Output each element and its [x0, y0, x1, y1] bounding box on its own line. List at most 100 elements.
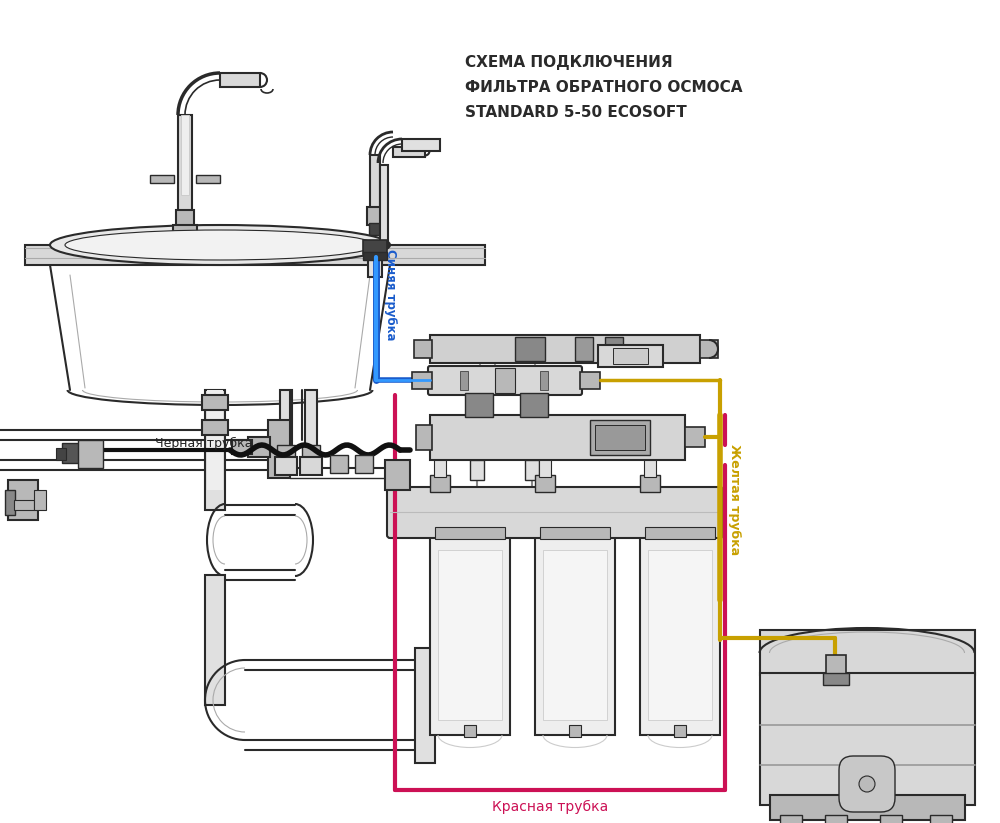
Text: Желтая трубка: Желтая трубка — [728, 444, 741, 556]
Bar — [150, 175, 174, 183]
Bar — [685, 427, 705, 447]
Bar — [176, 210, 194, 228]
Bar — [515, 337, 545, 361]
Bar — [78, 440, 103, 468]
Bar — [56, 448, 66, 460]
Bar — [34, 490, 46, 510]
Bar — [280, 390, 292, 450]
Bar — [435, 527, 505, 539]
Bar — [605, 337, 623, 361]
Ellipse shape — [65, 230, 375, 260]
Bar — [520, 393, 548, 417]
Bar — [302, 445, 320, 457]
Bar — [207, 390, 223, 490]
Bar — [598, 345, 663, 367]
Bar — [202, 395, 228, 410]
Bar — [178, 115, 192, 215]
Bar — [248, 437, 270, 457]
FancyBboxPatch shape — [839, 756, 895, 812]
Bar — [8, 480, 38, 520]
Text: Красная трубка: Красная трубка — [492, 800, 608, 814]
Bar — [464, 725, 476, 737]
Bar — [540, 527, 610, 539]
Bar — [470, 460, 484, 480]
Bar — [495, 368, 515, 393]
Bar — [393, 147, 425, 157]
Bar — [823, 673, 849, 685]
Bar — [385, 460, 410, 490]
Bar — [543, 550, 607, 720]
Bar — [367, 207, 383, 225]
Ellipse shape — [859, 776, 875, 792]
Bar — [525, 460, 539, 480]
Bar — [640, 535, 720, 735]
Bar — [930, 815, 952, 823]
Bar — [430, 335, 700, 363]
Bar — [300, 457, 322, 475]
Bar — [540, 371, 548, 390]
Bar — [305, 390, 317, 450]
Bar — [780, 815, 802, 823]
Bar — [196, 175, 220, 183]
Bar — [613, 348, 648, 364]
Bar — [674, 725, 686, 737]
Bar — [770, 795, 965, 820]
Ellipse shape — [50, 225, 390, 265]
Bar — [465, 393, 493, 417]
Bar — [181, 115, 189, 195]
Bar — [330, 455, 348, 473]
Text: СХЕМА ПОДКЛЮЧЕНИЯ: СХЕМА ПОДКЛЮЧЕНИЯ — [465, 55, 673, 70]
Bar — [430, 535, 510, 735]
Bar — [438, 550, 502, 720]
Bar — [232, 440, 252, 454]
Bar — [14, 500, 34, 510]
Bar — [535, 475, 555, 492]
Bar — [640, 475, 660, 492]
Bar — [416, 425, 432, 450]
Bar — [5, 490, 15, 515]
Bar — [644, 460, 656, 477]
Bar — [412, 372, 432, 389]
Bar — [363, 252, 387, 260]
Bar — [415, 648, 435, 763]
Bar — [268, 420, 290, 478]
Text: Черная трубка: Черная трубка — [155, 437, 252, 450]
FancyBboxPatch shape — [428, 366, 582, 395]
Bar — [277, 445, 295, 457]
Bar — [569, 725, 581, 737]
Bar — [355, 455, 373, 473]
Bar — [880, 815, 902, 823]
Bar — [363, 240, 387, 254]
Bar — [539, 460, 551, 477]
Bar — [430, 475, 450, 492]
Bar — [62, 443, 82, 463]
Bar — [700, 340, 718, 358]
Bar — [760, 673, 975, 805]
Bar — [575, 337, 593, 361]
Bar — [595, 425, 645, 450]
Bar — [414, 340, 432, 358]
Bar — [202, 420, 228, 435]
Text: Синяя трубка: Синяя трубка — [384, 249, 397, 341]
Bar — [825, 815, 847, 823]
Bar — [580, 372, 600, 389]
Text: STANDARD 5-50 ECOSOFT: STANDARD 5-50 ECOSOFT — [465, 105, 687, 120]
Bar — [220, 73, 260, 87]
Bar — [402, 139, 440, 151]
Bar — [434, 460, 446, 477]
Bar — [370, 155, 380, 210]
Bar — [173, 225, 197, 235]
FancyBboxPatch shape — [387, 487, 723, 538]
Bar — [25, 245, 485, 265]
Bar — [380, 165, 388, 247]
Bar — [648, 550, 712, 720]
Bar — [369, 223, 381, 235]
Bar — [368, 247, 382, 277]
Bar — [430, 415, 685, 460]
Bar — [535, 535, 615, 735]
Bar — [275, 457, 297, 475]
Bar — [460, 371, 468, 390]
Bar — [205, 390, 225, 510]
Bar — [760, 630, 975, 675]
Text: ФИЛЬТРА ОБРАТНОГО ОСМОСА: ФИЛЬТРА ОБРАТНОГО ОСМОСА — [465, 80, 742, 95]
